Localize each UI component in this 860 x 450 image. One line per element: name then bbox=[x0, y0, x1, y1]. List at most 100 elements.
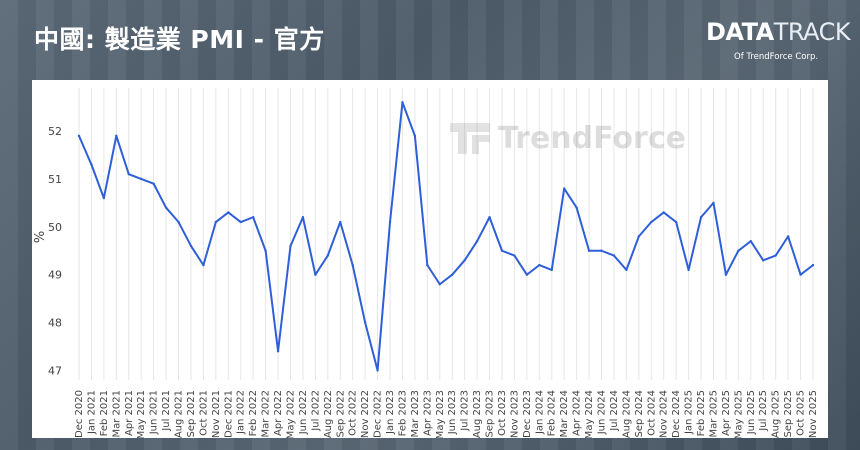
x-tick-label: May 2022 bbox=[285, 390, 296, 438]
x-tick-label: Jun 2025 bbox=[746, 390, 757, 435]
data-point bbox=[500, 249, 504, 252]
data-point bbox=[488, 216, 491, 219]
data-point bbox=[699, 216, 703, 219]
x-tick-label: Sep 2021 bbox=[186, 390, 197, 437]
data-point bbox=[550, 268, 553, 272]
data-point bbox=[786, 235, 790, 238]
data-point bbox=[227, 211, 230, 214]
pmi-line-chart: TrendForce 47 48 49 50 51 52 Dec 2020 Jan 2021… bbox=[33, 88, 819, 439]
data-point bbox=[276, 350, 280, 353]
trendforce-watermark: TrendForce bbox=[450, 121, 686, 156]
y-axis-label: % bbox=[33, 231, 48, 243]
data-point bbox=[575, 206, 578, 209]
data-point bbox=[674, 220, 678, 224]
data-point bbox=[562, 187, 566, 190]
data-point bbox=[326, 254, 330, 257]
series-line bbox=[78, 101, 814, 372]
x-tick-label: Jul 2023 bbox=[460, 390, 471, 432]
x-tick-label: Mar 2025 bbox=[708, 390, 719, 438]
logo-part1: DATA bbox=[706, 18, 774, 46]
x-tick-label: Jul 2025 bbox=[758, 390, 769, 432]
x-tick-label: Feb 2024 bbox=[547, 390, 558, 436]
data-point bbox=[774, 254, 777, 257]
x-tick-label: Nov 2025 bbox=[808, 390, 819, 438]
y-tick-label: 47 bbox=[48, 364, 62, 377]
data-point bbox=[363, 321, 367, 324]
x-tick-label: Nov 2023 bbox=[509, 390, 520, 438]
x-tick-label: Jul 2024 bbox=[609, 390, 620, 432]
y-tick-label: 50 bbox=[48, 221, 62, 234]
grid-lines bbox=[78, 88, 814, 380]
y-axis: 47 48 49 50 51 52 bbox=[48, 125, 62, 377]
data-point bbox=[426, 263, 429, 267]
y-tick-label: 52 bbox=[48, 125, 62, 138]
x-tick-label: Mar 2024 bbox=[559, 390, 570, 438]
x-tick-label: Feb 2023 bbox=[397, 390, 408, 436]
data-point bbox=[612, 254, 616, 257]
data-point bbox=[214, 220, 218, 224]
data-point bbox=[513, 254, 516, 257]
x-tick-label: Oct 2024 bbox=[646, 390, 657, 436]
x-tick-label: Feb 2021 bbox=[99, 390, 110, 436]
data-point bbox=[811, 263, 815, 267]
x-tick-label: Dec 2021 bbox=[223, 390, 234, 438]
x-tick-label: Aug 2021 bbox=[174, 390, 185, 438]
trendforce-watermark-icon bbox=[450, 123, 490, 154]
logo-subtitle: Of TrendForce Corp. bbox=[734, 52, 818, 62]
data-point bbox=[251, 216, 255, 219]
x-tick-label: Jun 2022 bbox=[298, 390, 309, 435]
data-point bbox=[799, 273, 802, 276]
data-point bbox=[376, 369, 379, 372]
x-tick-label: Mar 2023 bbox=[410, 390, 421, 438]
data-point bbox=[202, 263, 205, 267]
x-tick-label: May 2021 bbox=[136, 390, 147, 438]
x-tick-label: Aug 2024 bbox=[621, 390, 632, 438]
data-point bbox=[625, 268, 628, 272]
data-point bbox=[189, 244, 193, 248]
data-point bbox=[413, 134, 417, 138]
data-point bbox=[724, 273, 728, 276]
data-point bbox=[525, 273, 529, 276]
data-point bbox=[314, 273, 317, 276]
data-point bbox=[662, 211, 665, 214]
datatrack-logo: DATATRACK Of TrendForce Corp. bbox=[706, 18, 851, 68]
y-tick-label: 48 bbox=[48, 317, 62, 330]
data-point bbox=[127, 172, 130, 176]
x-tick-label: Nov 2022 bbox=[360, 390, 371, 438]
x-tick-label: Jun 2021 bbox=[149, 390, 160, 435]
data-point bbox=[687, 268, 690, 272]
x-tick-label: Jan 2025 bbox=[684, 390, 695, 435]
x-tick-label: Jun 2023 bbox=[447, 390, 458, 435]
x-tick-label: Apr 2024 bbox=[572, 390, 583, 436]
data-point bbox=[115, 134, 118, 138]
chart-panel: TrendForce 47 48 49 50 51 52 Dec 2020 Jan 2021… bbox=[32, 80, 828, 439]
x-axis: Dec 2020 Jan 2021 Feb 2021 Mar 2021 Apr 2021… bbox=[74, 390, 819, 439]
x-tick-label: Apr 2025 bbox=[721, 390, 732, 436]
x-tick-label: May 2025 bbox=[733, 390, 744, 438]
data-point bbox=[177, 220, 180, 224]
logo-sub-brand: TrendForce Corp. bbox=[746, 52, 819, 62]
data-point bbox=[152, 182, 155, 185]
x-tick-label: Apr 2023 bbox=[422, 390, 433, 436]
data-point bbox=[538, 263, 541, 267]
x-tick-label: Jun 2024 bbox=[597, 390, 608, 435]
x-tick-label: Jan 2022 bbox=[236, 390, 247, 435]
data-point bbox=[301, 216, 305, 219]
x-tick-label: Dec 2020 bbox=[74, 390, 85, 438]
x-tick-label: Apr 2022 bbox=[273, 390, 284, 436]
x-tick-label: Mar 2022 bbox=[261, 390, 272, 438]
x-tick-label: Jan 2021 bbox=[86, 390, 97, 435]
x-tick-label: Sep 2023 bbox=[485, 390, 496, 437]
x-tick-label: Mar 2021 bbox=[111, 390, 122, 438]
data-point bbox=[289, 244, 292, 248]
data-point bbox=[712, 201, 715, 205]
data-point bbox=[762, 259, 765, 262]
data-point bbox=[737, 249, 740, 252]
data-point bbox=[77, 134, 81, 138]
x-tick-label: Jan 2023 bbox=[385, 390, 396, 435]
x-tick-label: Aug 2022 bbox=[323, 390, 334, 438]
x-tick-label: Dec 2024 bbox=[671, 390, 682, 438]
logo-sub-prefix: Of bbox=[734, 52, 744, 62]
trendforce-watermark-text: TrendForce bbox=[498, 121, 686, 156]
data-point bbox=[90, 163, 93, 166]
